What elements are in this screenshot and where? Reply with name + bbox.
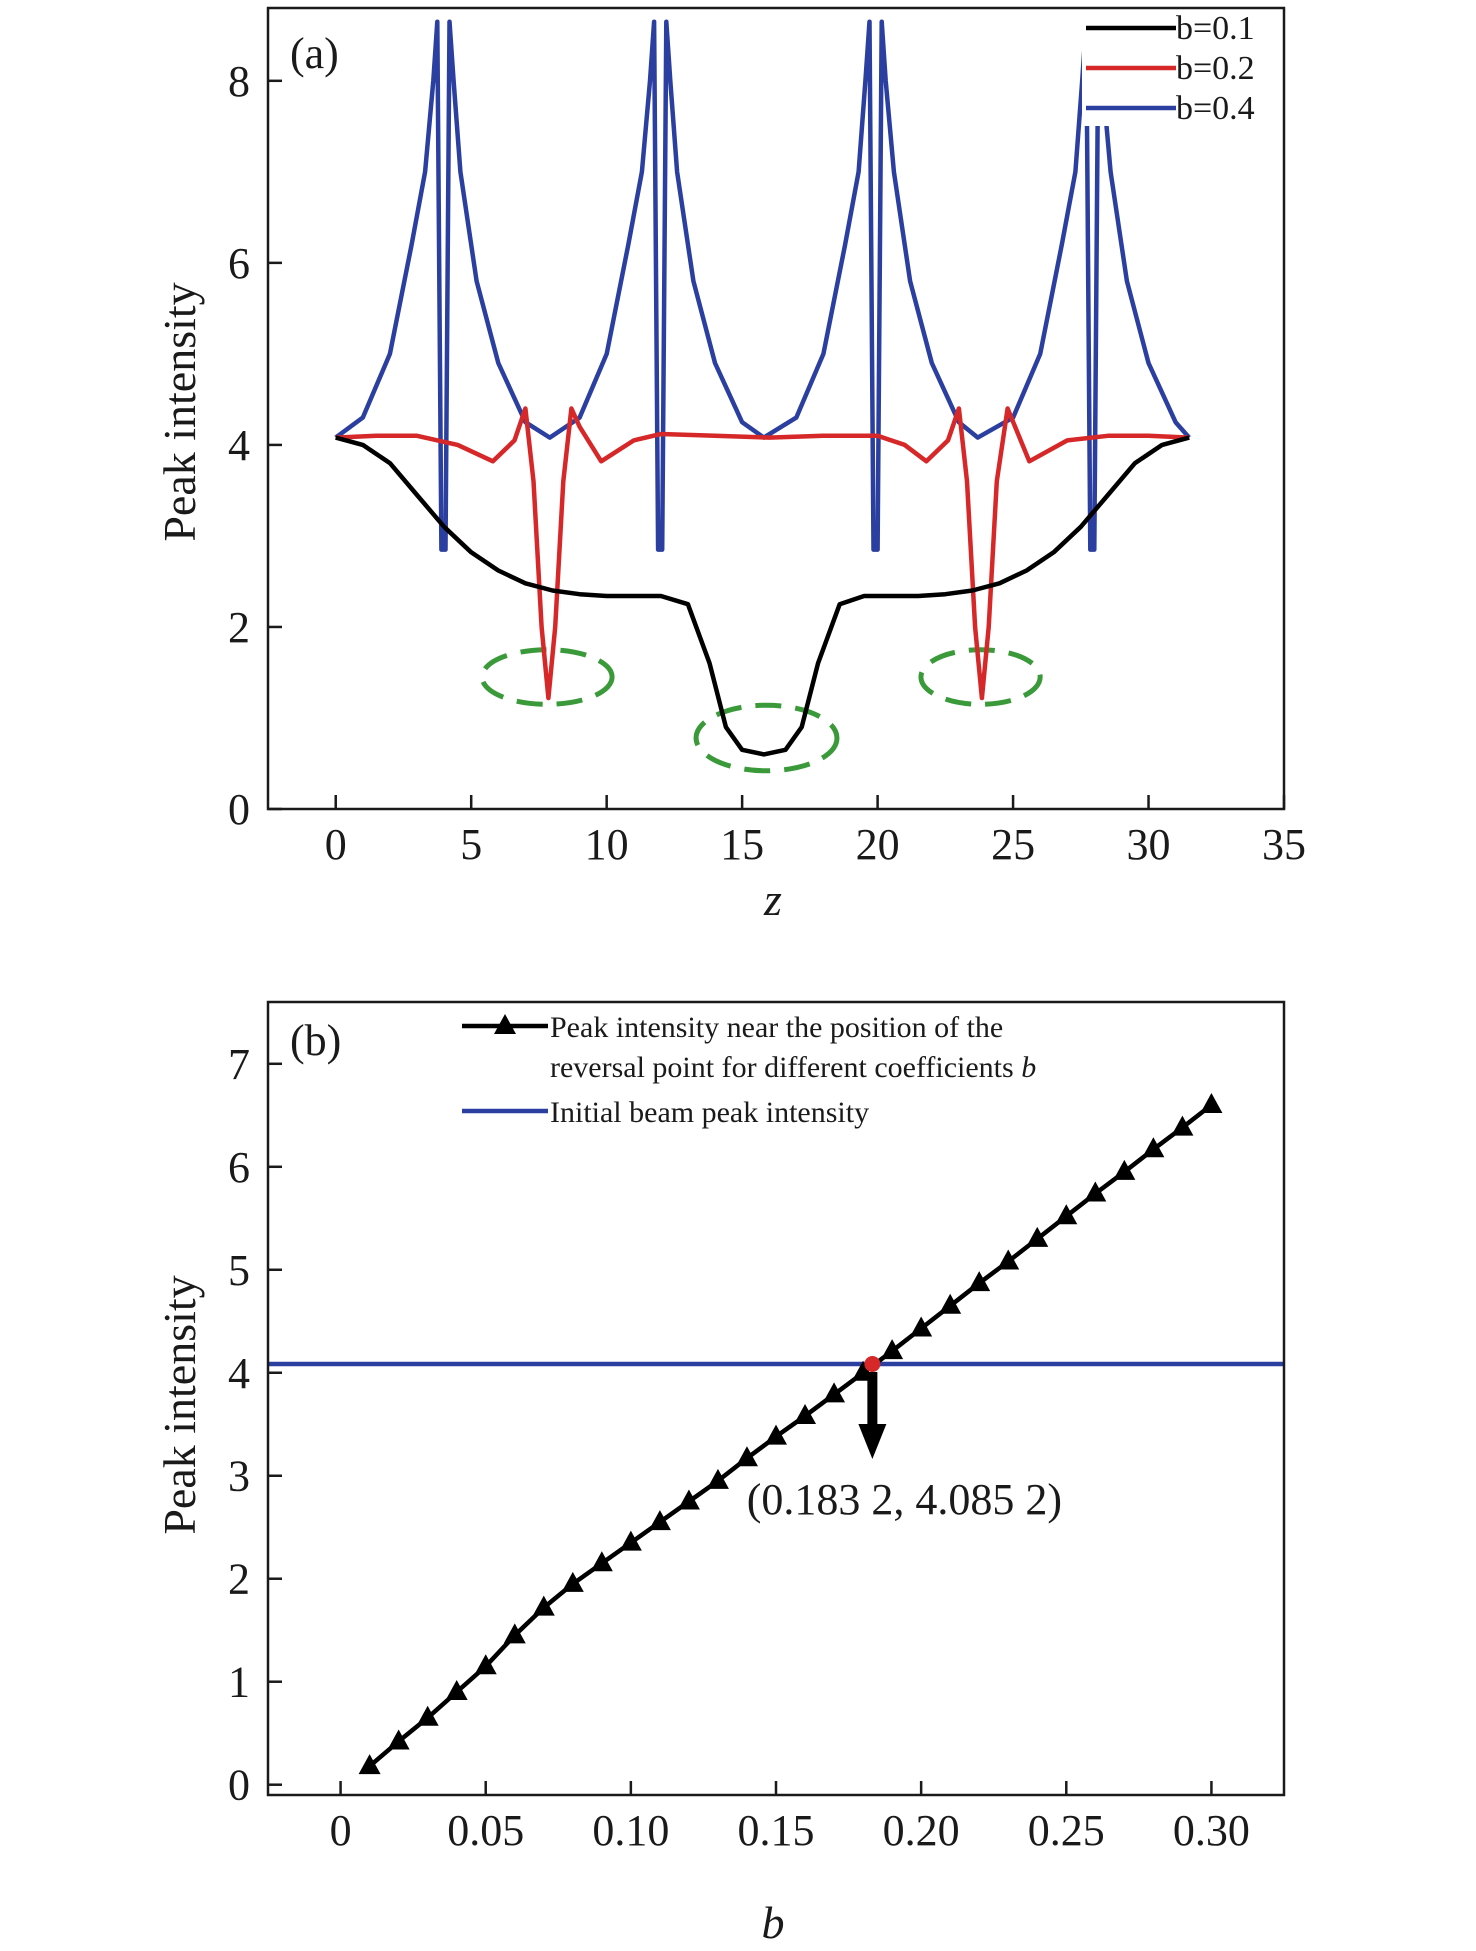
x-tick-label: 0.25 xyxy=(1028,1806,1105,1855)
panel-label: (a) xyxy=(290,29,339,78)
legend-marker xyxy=(494,1014,516,1034)
y-tick-label: 4 xyxy=(228,1349,250,1398)
y-axis-label: Peak intensity xyxy=(154,282,205,541)
data-point-marker xyxy=(416,1705,439,1726)
series-line-b-0.1 xyxy=(335,435,1190,757)
x-tick-label: 25 xyxy=(991,820,1035,869)
data-point-marker xyxy=(794,1404,817,1425)
data-point-marker xyxy=(445,1680,468,1701)
data-point-marker xyxy=(1055,1204,1078,1225)
legend-label: b=0.1 xyxy=(1176,10,1255,47)
x-axis-label: b xyxy=(762,1897,785,1948)
x-tick-label: 0.30 xyxy=(1173,1806,1250,1855)
x-tick-label: 15 xyxy=(720,820,764,869)
legend-label-line2: reversal point for different coefficient… xyxy=(550,1051,1036,1084)
y-tick-label: 6 xyxy=(228,1143,250,1192)
data-point-marker xyxy=(881,1339,904,1360)
data-point-marker xyxy=(590,1551,613,1572)
highlight-ellipse xyxy=(479,647,615,707)
y-tick-label: 6 xyxy=(228,239,250,288)
plot-lines xyxy=(334,19,1191,757)
annotation-arrow-head xyxy=(858,1423,887,1459)
data-point-marker xyxy=(1084,1181,1107,1202)
y-tick-label: 7 xyxy=(228,1040,250,1089)
data-point-marker xyxy=(765,1424,787,1445)
data-point-marker xyxy=(648,1510,671,1531)
data-point-marker xyxy=(706,1468,729,1489)
legend-label: Initial beam peak intensity xyxy=(550,1096,869,1129)
plot-lines xyxy=(268,1092,1284,1775)
legend-label-text: reversal point for different coefficient… xyxy=(550,1051,1021,1084)
y-tick-label: 0 xyxy=(228,1761,250,1810)
axis-ticks: 0 0.05 0.10 0.15 0.20 0.25 0.30 0 1 2 3 4 5 6 7 xyxy=(228,1040,1250,1855)
data-point-marker xyxy=(532,1595,555,1616)
highlight-ellipses xyxy=(479,647,1043,774)
x-tick-label: 0 xyxy=(325,820,347,869)
data-point-marker xyxy=(1113,1159,1136,1180)
series-line xyxy=(368,1103,1213,1768)
y-tick-label: 2 xyxy=(228,603,250,652)
series-line-b-0.2 xyxy=(335,406,1190,701)
data-point-marker xyxy=(823,1382,846,1403)
legend: b=0.1b=0.2b=0.4 xyxy=(1082,10,1278,127)
y-tick-label: 4 xyxy=(228,421,250,470)
data-point-marker xyxy=(619,1530,642,1551)
y-tick-label: 8 xyxy=(228,57,250,106)
legend: Peak intensity near the position of the r… xyxy=(462,1011,1036,1129)
legend-label: b=0.2 xyxy=(1176,50,1255,87)
data-point-marker xyxy=(677,1489,700,1510)
y-tick-label: 0 xyxy=(228,785,250,834)
data-point-marker xyxy=(1142,1137,1165,1158)
x-axis-label: z xyxy=(763,874,782,925)
highlight-ellipse xyxy=(918,647,1043,707)
data-point-marker xyxy=(1026,1226,1049,1247)
axis-ticks: 0 5 10 15 20 25 30 35 0 2 4 6 8 xyxy=(228,57,1306,869)
x-tick-label: 0.20 xyxy=(883,1806,960,1855)
x-tick-label: 20 xyxy=(856,820,900,869)
data-point-marker xyxy=(939,1293,962,1314)
data-point-marker xyxy=(1200,1092,1223,1113)
data-point-marker xyxy=(735,1446,758,1467)
y-axis-label: Peak intensity xyxy=(154,1275,205,1534)
data-point-marker xyxy=(503,1623,526,1644)
data-point-marker xyxy=(474,1654,497,1675)
data-point-marker xyxy=(387,1729,410,1750)
series-line-b-0.4 xyxy=(334,19,1191,552)
highlight-ellipse xyxy=(693,702,840,774)
y-tick-label: 3 xyxy=(228,1452,250,1501)
legend-label-italic: b xyxy=(1021,1051,1036,1084)
y-tick-label: 1 xyxy=(228,1658,250,1707)
data-point-marker xyxy=(968,1271,991,1292)
legend-label-line1: Peak intensity near the position of the xyxy=(550,1011,1003,1044)
data-point-marker xyxy=(561,1571,584,1592)
x-tick-label: 0.15 xyxy=(738,1806,815,1855)
x-tick-label: 0 xyxy=(330,1806,352,1855)
data-point-marker xyxy=(358,1754,381,1775)
panel-label: (b) xyxy=(290,1016,341,1065)
x-tick-label: 30 xyxy=(1127,820,1171,869)
data-point-marker xyxy=(997,1249,1020,1270)
annotation: (0.183 2, 4.085 2) xyxy=(747,1355,1062,1524)
annotation-text: (0.183 2, 4.085 2) xyxy=(747,1475,1062,1524)
intersection-point xyxy=(864,1355,881,1372)
y-tick-label: 5 xyxy=(228,1246,250,1295)
x-tick-label: 35 xyxy=(1262,820,1306,869)
plot-frame xyxy=(266,6,1286,811)
y-tick-label: 2 xyxy=(228,1555,250,1604)
legend-label: b=0.4 xyxy=(1176,90,1255,127)
x-tick-label: 0.05 xyxy=(447,1806,524,1855)
x-tick-label: 10 xyxy=(585,820,629,869)
x-tick-label: 5 xyxy=(460,820,482,869)
data-point-marker xyxy=(1171,1115,1194,1136)
panel-a: 0 5 10 15 20 25 30 35 0 2 4 6 8 (a) z Peak intensity… xyxy=(154,6,1306,925)
x-tick-label: 0.10 xyxy=(592,1806,669,1855)
data-point-marker xyxy=(910,1316,933,1337)
